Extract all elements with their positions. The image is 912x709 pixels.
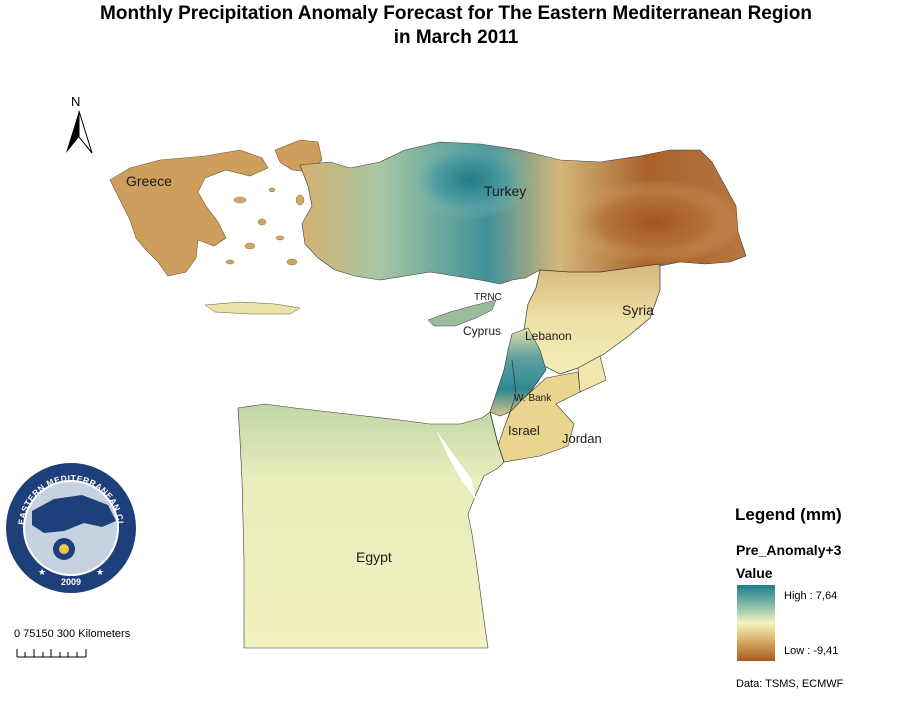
- data-source-note: Data: TSMS, ECMWF: [736, 678, 844, 690]
- label-turkey: Turkey: [484, 183, 526, 199]
- legend-value-heading: Value: [736, 565, 773, 581]
- map-title-line1: Monthly Precipitation Anomaly Forecast f…: [100, 3, 812, 24]
- logo-year: 2009: [61, 577, 81, 587]
- logo-star-right-icon: ★: [96, 567, 104, 577]
- north-label: N: [71, 94, 80, 109]
- label-cyprus: Cyprus: [463, 324, 501, 338]
- westbank-border: [507, 359, 517, 419]
- label-syria: Syria: [622, 302, 654, 318]
- logo-star-left-icon: ★: [38, 567, 46, 577]
- label-egypt: Egypt: [356, 549, 392, 565]
- map-title-line2: in March 2011: [393, 27, 519, 48]
- scale-bar: [16, 649, 87, 658]
- dry-anomaly-center: [565, 180, 745, 264]
- gulf-of-suez: [436, 430, 476, 500]
- legend-layer-name: Pre_Anomaly+3: [736, 542, 842, 558]
- north-arrow-icon: N: [66, 94, 93, 154]
- label-jordan: Jordan: [562, 431, 602, 446]
- egypt-region: [237, 403, 505, 649]
- greece-region: [109, 149, 269, 277]
- legend-high-label: High : 7,64: [784, 590, 838, 602]
- legend-low-label: Low : -9,41: [784, 645, 839, 657]
- crete-island: [204, 301, 301, 315]
- label-trnc: TRNC: [474, 292, 502, 303]
- legend-color-ramp: [737, 585, 775, 661]
- label-lebanon: Lebanon: [525, 329, 572, 343]
- legend-title: Legend (mm): [735, 505, 842, 524]
- label-israel: Israel: [508, 423, 540, 438]
- egypt-israel-border: [489, 411, 505, 463]
- emcc-logo: EASTERN MEDITERRANEAN CLIMATE CENTRE 200…: [4, 461, 136, 593]
- label-greece: Greece: [126, 173, 172, 189]
- label-west-bank: W. Bank: [514, 393, 552, 404]
- aegean-islands: [225, 187, 315, 266]
- scale-bar-label: 0 75150 300 Kilometers: [14, 628, 131, 640]
- syria-region: [523, 263, 661, 375]
- cyprus-island: [427, 299, 497, 327]
- jordan-region: [497, 371, 581, 463]
- wet-anomaly-center: [408, 140, 532, 220]
